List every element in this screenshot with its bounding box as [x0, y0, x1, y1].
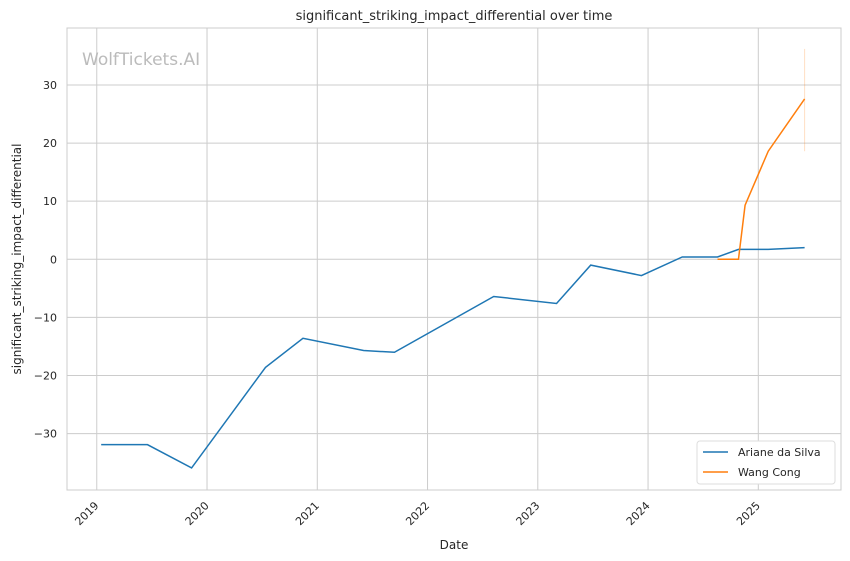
y-tick-label: 20 [43, 137, 57, 150]
series-line-1 [717, 98, 806, 261]
plot-frame [66, 27, 842, 491]
watermark: WolfTickets.AI [82, 50, 200, 70]
y-tick-label: −10 [34, 311, 57, 324]
x-tick-label: 2021 [293, 499, 322, 528]
x-tick-label: 2022 [403, 499, 432, 528]
x-tick-label: 2025 [734, 499, 763, 528]
legend-label-wang: Wang Cong [738, 466, 801, 479]
legend-label-ariane: Ariane da Silva [738, 446, 821, 459]
y-tick-label: 30 [43, 79, 57, 92]
x-axis-label: Date [440, 538, 469, 552]
y-tick-label: −20 [34, 370, 57, 383]
axis-ticks: 2019 2020 2021 2022 2023 2024 2025 −30 −20 −10 0 10… [34, 79, 763, 528]
legend-box [696, 440, 836, 485]
legend: Ariane da Silva Wang Cong [696, 440, 836, 485]
chart-title: significant_striking_impact_differential… [296, 9, 613, 24]
y-axis-label: significant_striking_impact_differential [10, 144, 24, 375]
y-tick-label: 0 [50, 253, 57, 266]
x-tick-label: 2019 [72, 499, 101, 528]
grid [67, 28, 841, 490]
y-tick-label: 10 [43, 195, 57, 208]
series-line-0 [101, 246, 805, 469]
x-tick-label: 2023 [514, 499, 543, 528]
series-layer [101, 48, 806, 469]
y-tick-label: −30 [34, 428, 57, 441]
x-tick-label: 2024 [624, 499, 653, 528]
x-tick-label: 2020 [183, 499, 212, 528]
